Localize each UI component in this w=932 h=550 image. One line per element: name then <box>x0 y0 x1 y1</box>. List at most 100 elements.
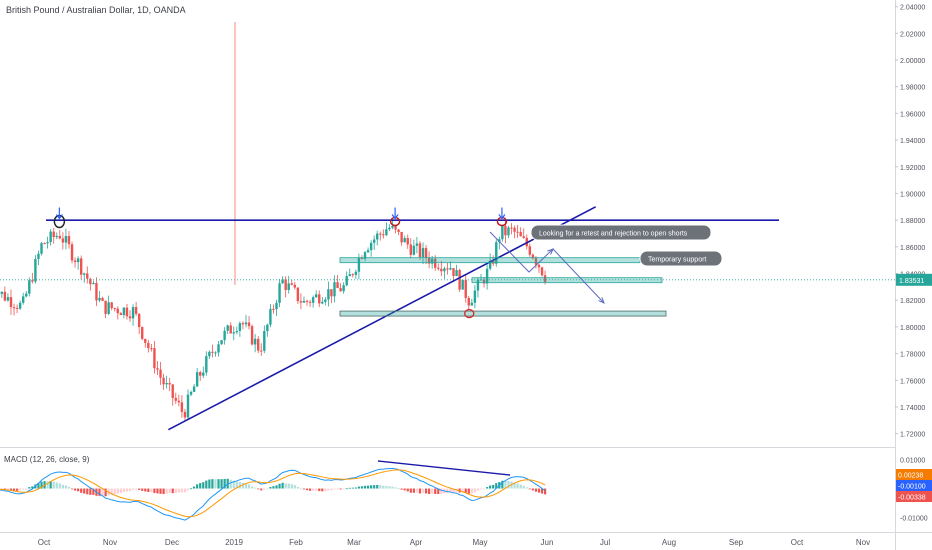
support-annotation: Temporary support <box>648 257 706 264</box>
divergence-line <box>377 460 511 476</box>
candle-body <box>119 313 123 316</box>
candle-body <box>354 271 358 275</box>
candlesticks <box>0 219 547 422</box>
candle-body <box>28 280 31 294</box>
retest-projection-arrow <box>489 231 554 273</box>
macd-histogram-bar <box>540 488 544 494</box>
macd-histogram-bar <box>77 488 80 492</box>
macd-histogram-bar <box>241 482 245 489</box>
candle-body <box>25 293 28 297</box>
macd-histogram-bar <box>135 488 138 490</box>
candle-body <box>363 252 367 259</box>
candle-body <box>229 325 232 334</box>
candle-body <box>6 297 10 301</box>
candle-body <box>427 257 431 264</box>
candle-body <box>18 302 22 309</box>
macd-histogram-bar <box>400 488 403 490</box>
candle-body <box>467 297 470 306</box>
macd-histogram-bar <box>80 488 83 493</box>
swing-point-marker <box>464 308 475 319</box>
macd-histogram-bar <box>211 479 214 489</box>
macd-histogram-bar <box>238 482 241 489</box>
candle-body <box>232 332 235 334</box>
candle-body <box>382 234 385 236</box>
candle-body <box>0 291 4 294</box>
candle-body <box>473 290 477 303</box>
candle-body <box>482 279 486 284</box>
macd-histogram-bar <box>418 488 422 494</box>
macd-histogram-bar <box>89 488 92 495</box>
macd-histogram-bar <box>412 488 415 493</box>
macd-histogram-bar <box>394 487 397 489</box>
candle-body <box>137 313 141 328</box>
macd-histogram-bar <box>266 488 269 490</box>
candle-body <box>92 282 95 285</box>
candle-body <box>189 391 193 395</box>
candle-body <box>83 273 86 275</box>
macd-histogram-bar <box>22 488 25 490</box>
candle-body <box>95 282 98 301</box>
macd-histogram-bar <box>254 487 257 489</box>
candle-body <box>9 297 13 308</box>
candle-body <box>519 231 522 237</box>
candle-body <box>31 280 34 282</box>
price-tick-label: 1.88000 <box>900 218 925 225</box>
time-tick-label: Sep <box>729 538 744 547</box>
time-axis: Oct Nov Dec 2019 Feb Mar Apr May Jun Jul Aug Sep Oct… <box>38 538 870 547</box>
candle-body <box>113 308 116 310</box>
candle-body <box>372 239 376 243</box>
macd-histogram-bar <box>302 488 306 490</box>
macd-histogram-bar <box>363 485 367 489</box>
time-tick-label: 2019 <box>225 538 243 547</box>
macd-histogram-bar <box>110 488 113 495</box>
macd-histogram-bar <box>421 488 425 494</box>
price-tick-label: 1.80000 <box>900 325 925 332</box>
support-annotation-box <box>639 250 723 267</box>
time-tick-label: Apr <box>410 538 423 547</box>
candle-body <box>516 231 519 233</box>
candle-body <box>290 283 293 285</box>
candle-body <box>440 268 443 272</box>
macd-histogram-bar <box>232 480 235 489</box>
candle-body <box>235 330 239 333</box>
candle-body <box>208 351 211 357</box>
candle-body <box>58 235 62 239</box>
candle-body <box>256 338 260 351</box>
macd-histogram-bar <box>177 488 180 493</box>
macd-histogram-bar <box>235 481 238 489</box>
macd-histogram-bar <box>223 478 226 489</box>
down-arrow-head-icon <box>498 214 506 220</box>
macd-histogram-bar <box>528 488 531 490</box>
macd-histogram-bar <box>522 485 525 489</box>
candle-body <box>397 229 400 232</box>
macd-histogram-bar <box>250 486 254 489</box>
candle-body <box>406 238 409 245</box>
candle-body <box>485 268 489 284</box>
macd-histogram-bar <box>479 488 483 490</box>
short-projection-arrow-head <box>598 297 605 304</box>
candle-body <box>400 231 403 243</box>
macd-histogram-bar <box>382 485 385 489</box>
candle-body <box>61 238 65 243</box>
macd-histogram-bar <box>25 488 28 490</box>
candle-body <box>110 302 113 309</box>
candle-body <box>21 296 25 303</box>
candle-body <box>15 307 19 309</box>
macd-histogram-bar <box>327 488 330 491</box>
time-tick-label: Jul <box>600 538 610 547</box>
macd-histogram-bar <box>275 485 278 489</box>
macd-histogram-bar <box>379 485 382 489</box>
candle-body <box>43 243 46 245</box>
candle-body <box>492 260 495 264</box>
candle-body <box>247 322 251 327</box>
macd-histogram-bar <box>260 488 263 491</box>
macd-histogram-bar <box>98 488 101 496</box>
macd-histogram-bar <box>284 483 287 489</box>
macd-histogram-bar <box>19 488 22 491</box>
macd-value-tag-label: -0.00100 <box>898 484 926 491</box>
candle-body <box>153 348 156 369</box>
support-zone <box>339 310 667 317</box>
